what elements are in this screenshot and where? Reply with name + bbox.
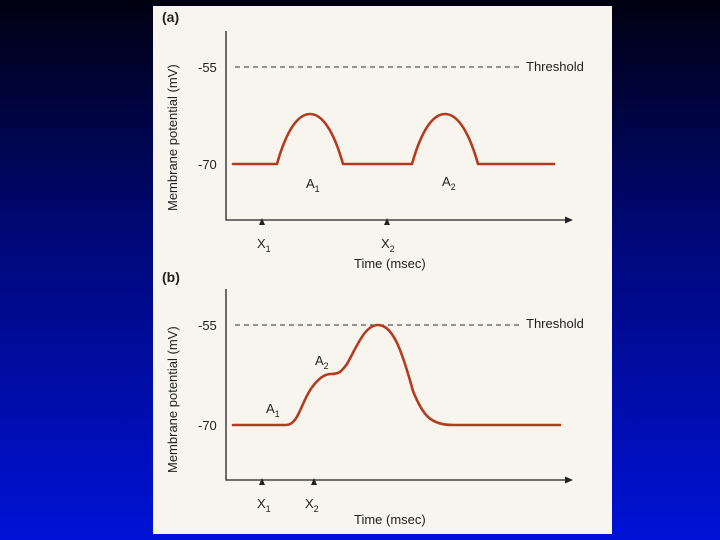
panel-a-label: (a) — [162, 9, 179, 25]
panel-b-ytick-top: -55 — [198, 318, 217, 333]
panel-a-trace — [231, 112, 556, 166]
panel-a-ytick-bottom: -70 — [198, 157, 217, 172]
panel-b-x-arrow — [565, 476, 573, 484]
panel-a-axes — [225, 31, 571, 221]
panel-a-threshold-label: Threshold — [526, 59, 584, 74]
panel-a-x-arrow — [565, 216, 573, 224]
panel-b-x2: X2 — [305, 496, 319, 514]
panel-a-ytick-top: -55 — [198, 60, 217, 75]
panel-a-a1: A1 — [306, 176, 320, 194]
panel-b-x1-marker — [259, 478, 265, 485]
panel-b-ytick-bottom: -70 — [198, 418, 217, 433]
panel-b-a2: A2 — [315, 353, 329, 371]
panel-b-x1: X1 — [257, 496, 271, 514]
panel-a-xlabel: Time (msec) — [354, 256, 426, 271]
figure-page: (a) Membrane potential (mV) -55 -70 Thre… — [153, 6, 612, 534]
panel-b-ylabel: Membrane potential (mV) — [165, 326, 180, 473]
panel-a-ylabel: Membrane potential (mV) — [165, 64, 180, 211]
figure-svg: (a) Membrane potential (mV) -55 -70 Thre… — [162, 9, 584, 527]
panel-b-trace — [231, 323, 562, 427]
panel-b-x2-marker — [311, 478, 317, 485]
panel-b-label: (b) — [162, 269, 180, 285]
panel-b-a1: A1 — [266, 401, 280, 419]
panel-b-axes — [225, 289, 571, 481]
panel-a-x2: X2 — [381, 236, 395, 254]
panel-b-xlabel: Time (msec) — [354, 512, 426, 527]
panel-a-x2-marker — [384, 218, 390, 225]
panel-b-threshold-label: Threshold — [526, 316, 584, 331]
panel-a-x1: X1 — [257, 236, 271, 254]
panel-a-x1-marker — [259, 218, 265, 225]
panel-a-a2: A2 — [442, 174, 456, 192]
